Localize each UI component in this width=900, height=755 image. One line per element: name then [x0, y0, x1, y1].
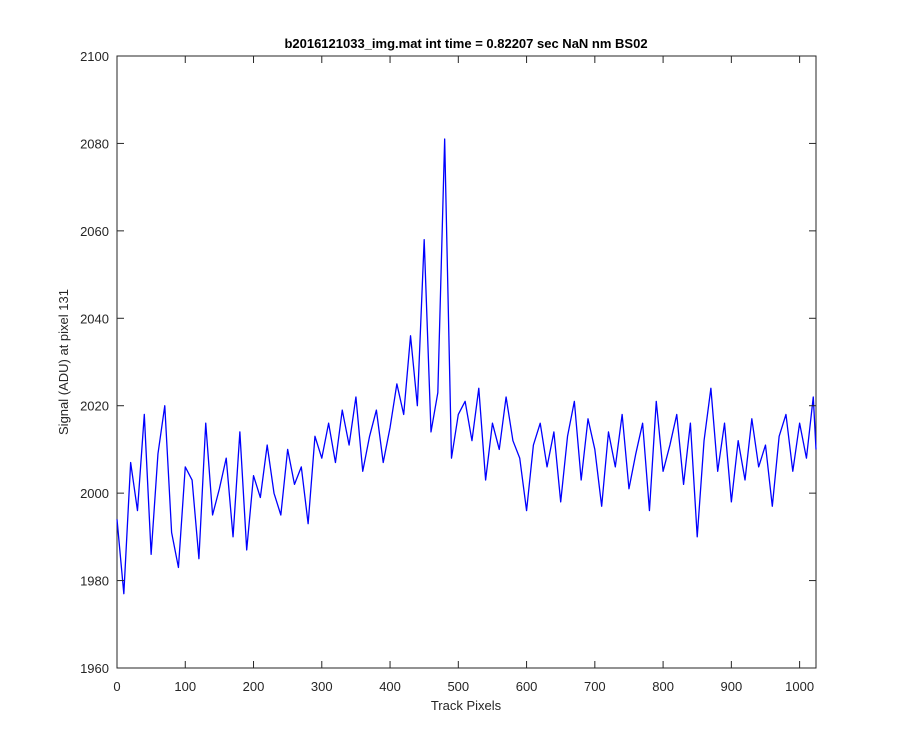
x-tick-label: 1000	[785, 679, 814, 694]
series-line-0	[116, 138, 817, 595]
x-tick-label: 100	[174, 679, 196, 694]
chart-title: b2016121033_img.mat int time = 0.82207 s…	[284, 36, 647, 51]
x-tick-label: 500	[447, 679, 469, 694]
x-axis-label: Track Pixels	[431, 698, 502, 713]
y-tick-label: 1960	[80, 661, 109, 676]
x-axis-ticks: 0 100 200 300 400 500 600 700 800 900 1000	[113, 56, 814, 694]
y-tick-label: 2080	[80, 136, 109, 151]
y-tick-label: 2060	[80, 224, 109, 239]
x-tick-label: 0	[113, 679, 120, 694]
plot-area	[116, 55, 817, 669]
x-tick-label: 600	[516, 679, 538, 694]
x-tick-label: 800	[652, 679, 674, 694]
y-tick-label: 2040	[80, 311, 109, 326]
x-tick-label: 900	[721, 679, 743, 694]
y-tick-label: 1980	[80, 574, 109, 589]
y-tick-label: 2020	[80, 399, 109, 414]
y-tick-label: 2000	[80, 486, 109, 501]
x-tick-label: 400	[379, 679, 401, 694]
y-axis-label: Signal (ADU) at pixel 131	[56, 289, 71, 435]
x-tick-label: 300	[311, 679, 333, 694]
x-tick-label: 200	[243, 679, 265, 694]
x-tick-label: 700	[584, 679, 606, 694]
series-layer	[116, 138, 817, 595]
y-axis-ticks: 1960 1980 2000 2020 2040 2060 2080 2100	[80, 49, 816, 676]
y-tick-label: 2100	[80, 49, 109, 64]
